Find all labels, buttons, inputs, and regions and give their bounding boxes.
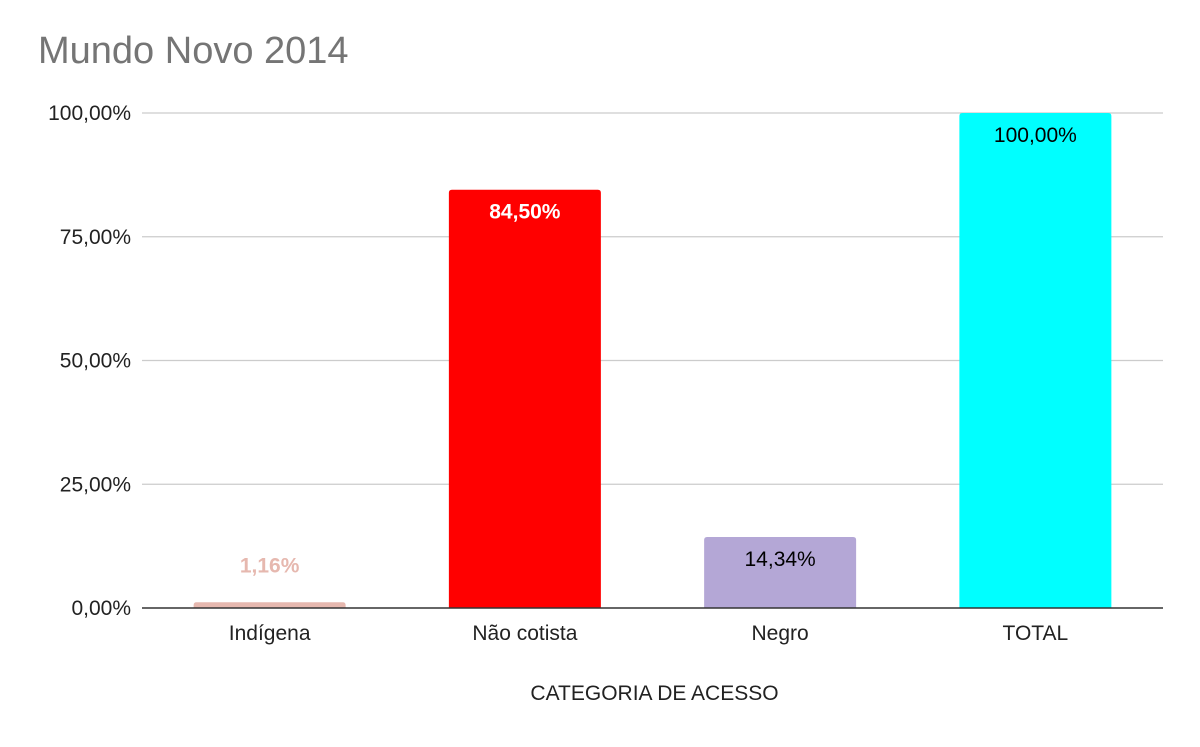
chart-title: Mundo Novo 2014	[38, 30, 349, 72]
y-tick-label: 25,00%	[60, 473, 131, 496]
y-tick-label: 50,00%	[60, 350, 131, 373]
data-label: 100,00%	[994, 124, 1077, 147]
bar-total	[959, 113, 1112, 608]
y-tick-label: 100,00%	[48, 102, 131, 125]
data-label: 14,34%	[745, 548, 816, 571]
bar-indígena	[193, 602, 346, 608]
data-label: 84,50%	[489, 201, 561, 224]
y-tick-label: 0,00%	[71, 597, 131, 620]
data-label: 1,16%	[240, 554, 300, 577]
x-tick-label: TOTAL	[1003, 622, 1069, 645]
bar-não-cotista	[448, 189, 601, 608]
bar-negro	[704, 537, 857, 608]
y-tick-label: 75,00%	[60, 226, 131, 249]
x-tick-label: Não cotista	[472, 622, 577, 645]
x-axis-title: CATEGORIA DE ACESSO	[530, 682, 778, 705]
x-tick-label: Indígena	[229, 622, 311, 645]
x-tick-label: Negro	[752, 622, 809, 645]
